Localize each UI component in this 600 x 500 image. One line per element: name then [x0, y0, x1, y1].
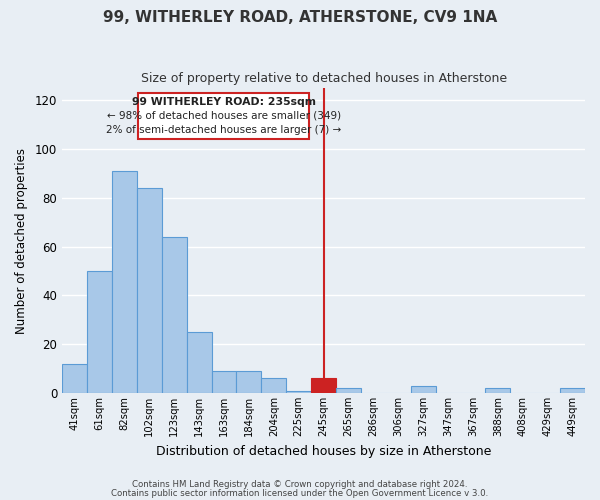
Text: 99 WITHERLEY ROAD: 235sqm: 99 WITHERLEY ROAD: 235sqm [131, 96, 316, 106]
Text: 2% of semi-detached houses are larger (7) →: 2% of semi-detached houses are larger (7… [106, 125, 341, 135]
Text: ← 98% of detached houses are smaller (349): ← 98% of detached houses are smaller (34… [107, 110, 341, 120]
Y-axis label: Number of detached properties: Number of detached properties [15, 148, 28, 334]
FancyBboxPatch shape [138, 93, 309, 140]
Text: 99, WITHERLEY ROAD, ATHERSTONE, CV9 1NA: 99, WITHERLEY ROAD, ATHERSTONE, CV9 1NA [103, 10, 497, 25]
X-axis label: Distribution of detached houses by size in Atherstone: Distribution of detached houses by size … [156, 444, 491, 458]
Bar [112, 171, 137, 393]
Bar [336, 388, 361, 393]
Text: Contains public sector information licensed under the Open Government Licence v : Contains public sector information licen… [112, 488, 488, 498]
Bar [286, 390, 311, 393]
Bar [236, 371, 262, 393]
Bar [485, 388, 511, 393]
Bar [187, 332, 212, 393]
Bar [212, 371, 236, 393]
Bar [162, 237, 187, 393]
Bar [262, 378, 286, 393]
Text: Contains HM Land Registry data © Crown copyright and database right 2024.: Contains HM Land Registry data © Crown c… [132, 480, 468, 489]
Bar [137, 188, 162, 393]
Bar [87, 271, 112, 393]
Bar [411, 386, 436, 393]
Title: Size of property relative to detached houses in Atherstone: Size of property relative to detached ho… [140, 72, 506, 86]
Bar [311, 378, 336, 393]
Bar [62, 364, 87, 393]
Bar [560, 388, 585, 393]
